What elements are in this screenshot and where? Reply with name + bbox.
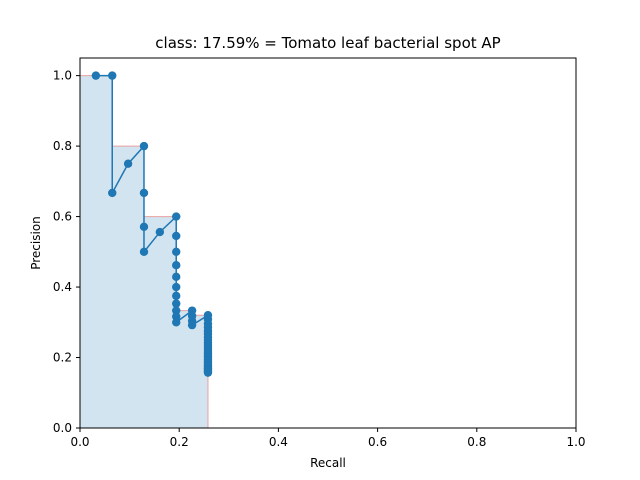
data-point [155,227,165,237]
y-tick-label: 0.2 [53,351,72,365]
data-point [139,141,149,151]
y-axis: 0.0 0.2 0.4 0.6 0.8 1.0 [53,69,80,435]
chart-title: class: 17.59% = Tomato leaf bacterial sp… [155,34,500,52]
data-point [139,222,149,231]
data-point [172,272,181,282]
data-point [123,159,133,168]
data-point [108,188,117,198]
y-tick-label: 0.6 [53,210,72,224]
data-point [172,282,181,292]
y-tick-label: 1.0 [53,69,72,83]
data-point [187,320,197,330]
y-tick-label: 0.8 [53,139,72,153]
data-point [91,71,101,80]
y-axis-label: Precision [29,216,43,270]
x-tick-label: 0.0 [70,435,89,449]
x-tick-label: 0.6 [368,435,387,449]
data-point [172,247,181,257]
data-point [203,368,213,377]
data-point [172,261,181,270]
x-tick-label: 0.2 [170,435,189,449]
data-point [172,212,181,221]
data-point [139,188,149,198]
x-tick-label: 1.0 [566,435,585,449]
x-axis-label: Recall [310,456,346,470]
data-point [172,231,181,241]
y-tick-label: 0.4 [53,280,72,294]
data-point [172,299,181,308]
x-tick-label: 0.4 [269,435,288,449]
data-point [139,247,149,257]
data-point [172,306,181,315]
plot-frame [79,57,577,429]
x-axis: 0.0 0.2 0.4 0.6 0.8 1.0 [70,428,586,449]
data-point [172,318,181,327]
plot-area [79,71,213,429]
data-point [172,291,181,301]
x-tick-label: 0.8 [467,435,486,449]
data-point [108,71,117,80]
y-tick-label: 0.0 [53,421,72,435]
